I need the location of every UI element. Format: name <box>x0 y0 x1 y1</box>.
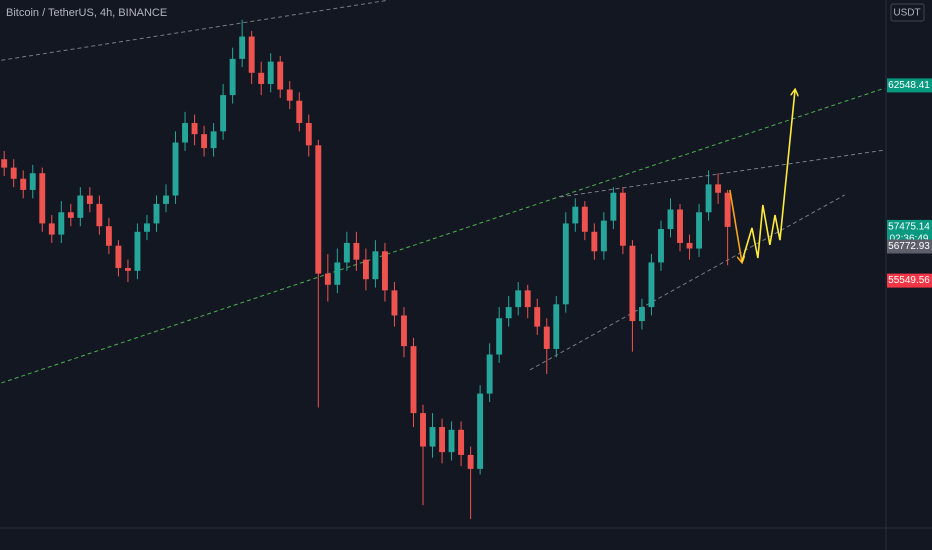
candle-body <box>724 192 731 227</box>
candle-body <box>553 304 560 349</box>
price-label: 62548.41 <box>888 80 930 91</box>
candle-body <box>105 226 112 246</box>
candle-body <box>610 192 617 221</box>
price-label: 57475.14 <box>888 222 930 233</box>
projection-path <box>729 189 742 262</box>
candle-body <box>115 245 122 269</box>
candle-body <box>391 290 398 316</box>
price-label: 56772.93 <box>888 241 930 252</box>
candle-body <box>572 206 579 224</box>
candle-body <box>324 273 331 285</box>
candle-body <box>20 178 27 190</box>
candle-body <box>638 307 645 322</box>
candle-body <box>258 72 265 84</box>
candle-body <box>277 61 284 90</box>
candle-body <box>315 145 322 274</box>
candle-body <box>372 251 379 280</box>
candle-body <box>467 454 474 469</box>
candle-body <box>486 354 493 394</box>
countdown: 02:36:49 <box>890 234 929 245</box>
candle-body <box>296 100 303 124</box>
chart-title: Bitcoin / TetherUS, 4h, BINANCE <box>6 7 167 19</box>
overlay <box>729 90 795 263</box>
candle-body <box>58 212 65 235</box>
candle-body <box>677 209 683 243</box>
candle-body <box>477 393 484 469</box>
trend-line <box>1 87 885 384</box>
candle-body <box>591 231 598 252</box>
candle-body <box>381 251 388 291</box>
candle-body <box>191 123 198 135</box>
candle-body <box>715 184 722 193</box>
candle-body <box>239 36 246 59</box>
projection-path <box>741 90 795 263</box>
candle-body <box>305 123 312 146</box>
candle-body <box>534 307 541 327</box>
candle-body <box>343 242 350 263</box>
candle-body <box>600 220 607 252</box>
candle-body <box>201 134 208 149</box>
candles <box>1 19 731 520</box>
candle-body <box>448 429 455 453</box>
price-label-box <box>887 273 932 288</box>
price-label-box <box>887 239 932 254</box>
candle-body <box>410 346 417 414</box>
candle-body <box>581 206 588 232</box>
candle-body <box>229 58 236 96</box>
candle-body <box>67 212 74 218</box>
candle-body <box>172 142 179 196</box>
candle-body <box>658 228 664 263</box>
trend-line <box>1 0 388 61</box>
candle-body <box>515 290 522 308</box>
candle-body <box>362 259 369 280</box>
candle-body <box>496 318 503 355</box>
currency: USDT <box>893 8 920 19</box>
candle-body <box>439 427 445 453</box>
candle-body <box>144 223 150 232</box>
candle-body <box>96 203 103 227</box>
candle-body <box>648 262 655 308</box>
candle-body <box>86 195 93 204</box>
candle-body <box>124 268 131 271</box>
candle-body <box>353 242 360 260</box>
candle-body <box>163 195 169 204</box>
candle-body <box>334 262 341 285</box>
candle-body <box>153 203 160 224</box>
price-label-box <box>887 78 932 93</box>
candle-body <box>429 427 436 447</box>
candle-body <box>48 223 55 235</box>
candle-body <box>248 36 255 73</box>
trend-line <box>560 149 885 198</box>
currency-box <box>890 3 925 22</box>
candle-body <box>524 290 531 308</box>
candle-body <box>286 89 293 101</box>
candle-body <box>458 429 465 455</box>
candle-body <box>77 195 84 218</box>
candle-body <box>420 413 426 447</box>
candle-body <box>10 167 17 179</box>
price-label: 55549.56 <box>888 275 930 286</box>
candle-body <box>696 212 703 249</box>
candle-body <box>220 95 227 132</box>
candle-body <box>1 159 8 168</box>
candle-body <box>401 315 407 347</box>
candle-body <box>705 184 712 213</box>
drawings <box>1 0 885 384</box>
candle-body <box>134 231 141 271</box>
candle-body <box>39 173 46 224</box>
candle-body <box>562 223 569 305</box>
candle-body <box>182 123 188 143</box>
candle-body <box>619 192 626 246</box>
candle-body <box>686 242 693 249</box>
candle-body <box>210 131 217 149</box>
candle-body <box>29 173 36 190</box>
candle-body <box>267 61 274 84</box>
candle-body <box>629 245 636 322</box>
candle-body <box>667 209 674 229</box>
candle-body <box>505 307 512 319</box>
candle-body <box>543 326 550 349</box>
